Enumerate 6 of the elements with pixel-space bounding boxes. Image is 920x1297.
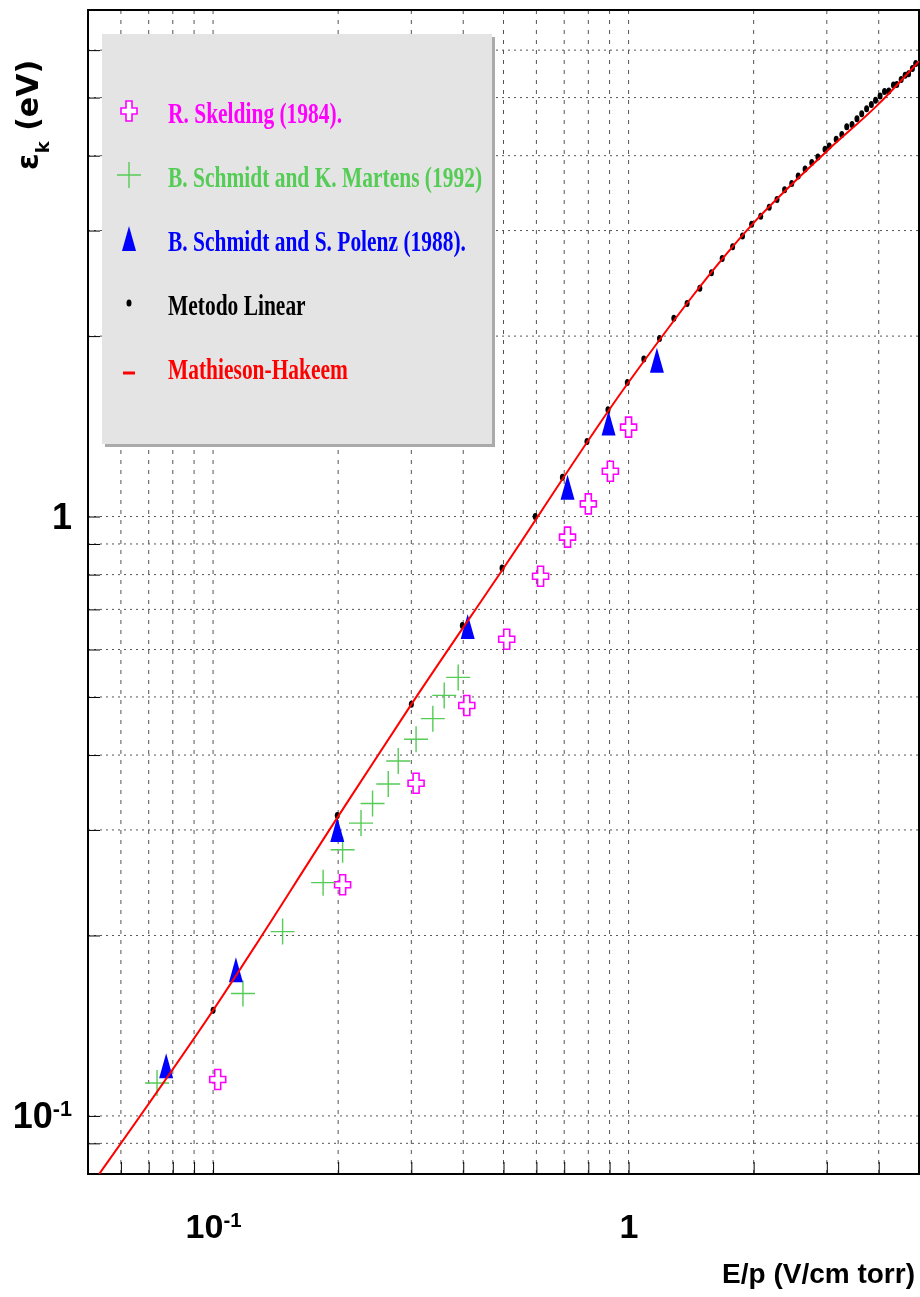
legend-label: R. Skelding (1984). (168, 96, 343, 130)
legend-label: B. Schmidt and K. Martens (1992) (168, 160, 483, 194)
x-axis-title: E/p (V/cm torr) (722, 1258, 915, 1289)
legend-label: Mathieson-Hakeem (168, 352, 348, 386)
legend-label: Metodo Linear (168, 288, 306, 322)
legend-label: B. Schmidt and S. Polenz (1988). (168, 224, 466, 258)
